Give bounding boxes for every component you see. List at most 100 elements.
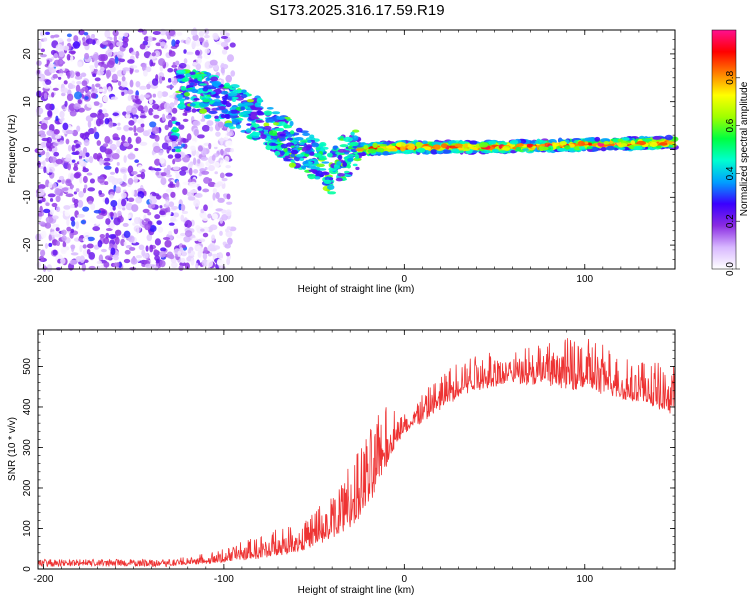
spectrogram-cell <box>111 152 120 160</box>
spectrogram-cell <box>112 30 119 37</box>
spectrogram-cell <box>113 255 119 261</box>
spectrogram-cell <box>290 145 295 148</box>
spectrogram-cell <box>94 77 101 82</box>
spectrogram-cell <box>185 37 191 45</box>
spectrogram-cell <box>355 166 360 171</box>
spectrogram-cell <box>347 157 354 162</box>
spectrogram-cell <box>120 168 126 173</box>
spectrogram-cell <box>257 112 265 116</box>
spectrogram-cell <box>115 186 121 192</box>
spectrogram-cell <box>134 147 139 152</box>
spectrogram-cell <box>147 203 156 209</box>
spectrogram-cell <box>108 234 117 239</box>
spectrogram-cell <box>202 86 209 92</box>
spectrogram-cell <box>209 59 218 66</box>
spectrogram-cell <box>208 110 218 114</box>
spectrogram-cell <box>121 192 127 199</box>
spectrogram-cell <box>153 114 160 119</box>
spectrogram-cell <box>41 197 46 203</box>
spectrogram-cell <box>375 147 385 153</box>
spectrogram-cell <box>127 197 135 202</box>
spectrogram-cell <box>39 205 43 214</box>
spectrogram-cell <box>52 249 58 256</box>
spectrogram-cell <box>96 70 105 76</box>
spectrogram-cell <box>168 222 175 226</box>
spectrogram-cell <box>43 92 48 100</box>
spectrogram-cell <box>134 69 140 73</box>
spectrogram-cell <box>59 118 63 124</box>
spectrogram-cell <box>73 198 79 204</box>
spectrogram-ytick-label: -20 <box>22 237 33 252</box>
spectrogram-cell <box>36 60 42 66</box>
spectrogram-cell <box>113 217 121 226</box>
colorbar-label: Normalized spectral amplitude <box>739 81 750 216</box>
spectrogram-cell <box>39 255 45 262</box>
spectrogram-cell <box>211 80 222 87</box>
spectrogram-cell <box>144 223 151 231</box>
spectrogram-cell <box>96 112 105 121</box>
spectrogram-cell <box>157 226 164 233</box>
colorbar-ticks: 0.0 0.2 0.4 0.6 0.8 <box>725 70 740 276</box>
spectrogram-cell <box>219 172 225 179</box>
spectrogram-cell <box>161 91 169 97</box>
spectrogram-cell <box>94 60 99 69</box>
spectrogram-cell <box>120 80 128 88</box>
spectrogram-cell <box>168 201 175 208</box>
spectrogram-cell <box>367 148 377 154</box>
spectrogram-cell <box>58 50 65 58</box>
spectrogram-cell <box>204 41 209 48</box>
spectrogram-cell <box>197 185 202 191</box>
spectrogram-cell <box>123 258 131 264</box>
spectrogram-cell <box>200 228 205 232</box>
spectrogram-cell <box>302 132 311 137</box>
spectrogram-cell <box>171 107 178 114</box>
spectrogram-cell <box>183 58 188 64</box>
spectrogram-cell <box>166 85 175 89</box>
spectrogram-cell <box>127 94 132 102</box>
spectrogram-cell <box>78 29 85 36</box>
spectrogram-cell <box>71 80 75 85</box>
spectrogram-cell <box>88 128 95 135</box>
spectrogram-cell <box>357 152 367 156</box>
spectrogram-cell <box>50 231 58 236</box>
spectrogram-cell <box>86 172 93 176</box>
spectrogram-cell <box>227 127 231 133</box>
spectrogram-cell <box>133 216 141 225</box>
spectrogram-cell <box>283 124 293 129</box>
spectrogram-cell <box>60 246 67 255</box>
spectrogram-cell <box>558 139 564 142</box>
spectrogram-cell <box>175 148 182 153</box>
spectrogram-cell <box>225 228 229 233</box>
spectrogram-cell <box>137 207 146 211</box>
spectrogram-cell <box>586 138 595 142</box>
spectrogram-cell <box>75 221 80 230</box>
spectrogram-cell <box>53 151 60 157</box>
spectrogram-cell <box>110 96 119 101</box>
spectrogram-xlabel: Height of straight line (km) <box>298 284 415 295</box>
spectrogram-cell <box>53 53 59 59</box>
spectrogram-cell <box>75 150 80 156</box>
spectrogram-cell <box>245 128 252 133</box>
spectrogram-cell <box>109 171 116 175</box>
spectrogram-cell <box>431 141 442 146</box>
spectrogram-cell <box>169 94 175 99</box>
spectrogram-cell <box>336 161 342 166</box>
spectrogram-cell <box>220 159 224 164</box>
spectrogram-cell <box>57 179 62 183</box>
spectrogram-cell <box>107 175 116 183</box>
spectrogram-cell <box>139 43 146 50</box>
spectrogram-cell <box>123 241 127 246</box>
spectrogram-cell <box>221 78 225 86</box>
spectrogram-cell <box>137 105 144 112</box>
spectrogram-cell <box>57 76 62 80</box>
spectrogram-cell <box>284 151 290 157</box>
snr-xtick-label: 0 <box>402 574 408 585</box>
spectrogram-cell <box>193 157 197 166</box>
spectrogram-cell <box>52 87 59 91</box>
spectrogram-cell <box>73 103 81 110</box>
spectrogram-cell <box>114 56 119 64</box>
spectrogram-cell <box>53 34 60 38</box>
spectrogram-cell <box>159 157 165 164</box>
spectrogram-cell <box>211 154 216 161</box>
